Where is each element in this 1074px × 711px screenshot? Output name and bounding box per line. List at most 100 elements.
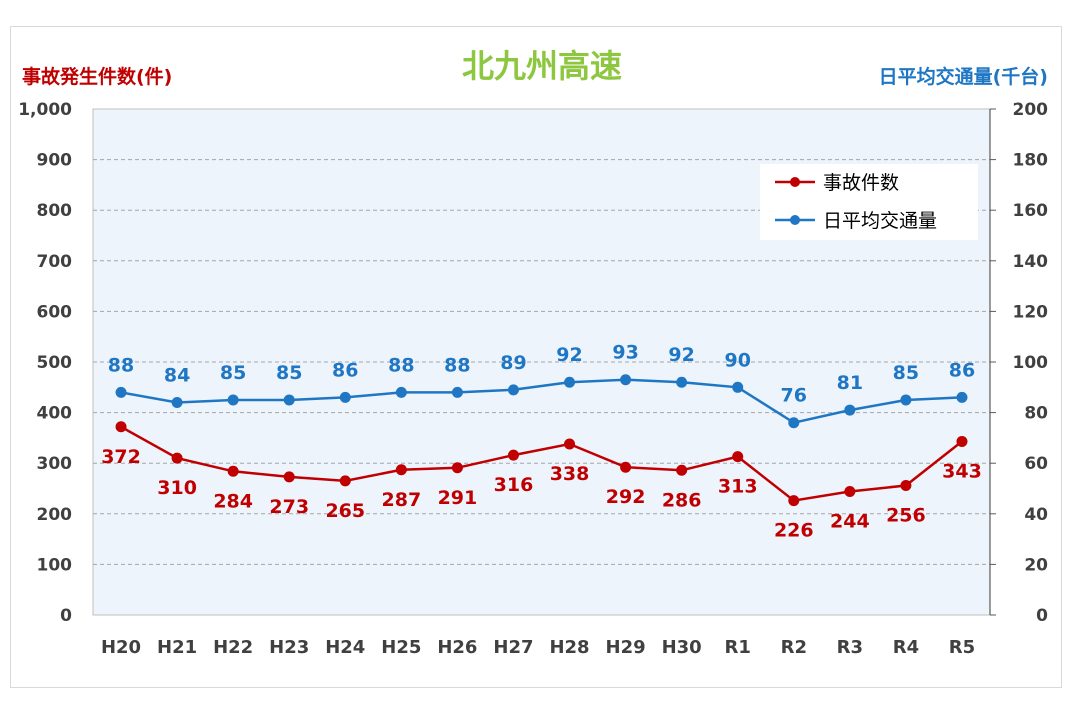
accidents-data-label: 313 <box>718 476 758 498</box>
series-points <box>115 374 968 507</box>
category-label: H24 <box>325 637 365 658</box>
left-tick-label: 900 <box>37 151 73 171</box>
accidents-data-label: 273 <box>269 496 309 518</box>
legend-marker-accidents <box>790 177 800 187</box>
traffic-data-label: 88 <box>388 354 414 376</box>
category-label: H26 <box>437 637 477 658</box>
right-axis-ticks: 0 20 40 60 80 100 120 140 160 180 200 <box>989 100 1049 626</box>
left-axis-title: 事故発生件数(件) <box>22 65 172 88</box>
traffic-data-label: 86 <box>949 359 975 381</box>
accidents-data-label: 372 <box>101 446 141 468</box>
traffic-data-label: 88 <box>444 354 470 376</box>
traffic-point <box>900 394 912 406</box>
right-tick-label: 120 <box>1013 302 1049 322</box>
accidents-data-label: 287 <box>382 489 422 511</box>
traffic-point <box>507 384 519 396</box>
category-label: H30 <box>662 637 702 658</box>
accidents-data-label: 310 <box>157 477 197 499</box>
traffic-point <box>395 386 407 398</box>
right-tick-label: 0 <box>1036 606 1048 626</box>
category-label: R4 <box>893 637 919 658</box>
traffic-data-label: 92 <box>668 344 694 366</box>
x-axis-categories: H20 H21 H22 H23 H24 H25 H26 H27 H28 H29 H30 R1 R2 R3 R… <box>101 637 975 658</box>
accidents-line <box>120 425 963 502</box>
accidents-data-label: 286 <box>662 489 702 511</box>
accidents-point <box>788 495 800 507</box>
accidents-data-label: 292 <box>606 486 646 508</box>
left-axis-ticks: 0 100 200 300 400 500 600 700 800 900 1,000 <box>18 100 72 626</box>
accidents-point <box>732 451 744 463</box>
traffic-data-label: 84 <box>164 364 190 386</box>
traffic-data-label: 85 <box>893 362 919 384</box>
category-label: R3 <box>837 637 863 658</box>
right-tick-label: 20 <box>1024 555 1048 575</box>
traffic-point <box>171 396 183 408</box>
accidents-point <box>115 421 127 433</box>
chart-title: 北九州高速 <box>462 47 622 85</box>
traffic-point <box>788 417 800 429</box>
left-tick-label: 800 <box>37 201 73 221</box>
left-tick-label: 700 <box>37 252 73 272</box>
traffic-point <box>115 386 127 398</box>
traffic-data-label: 86 <box>332 359 358 381</box>
traffic-point <box>283 394 295 406</box>
accidents-point <box>451 462 463 474</box>
category-label: H28 <box>549 637 589 658</box>
accidents-data-label: 226 <box>774 520 814 542</box>
category-label: R2 <box>781 637 807 658</box>
right-tick-label: 100 <box>1013 353 1049 373</box>
legend-box <box>760 164 978 240</box>
category-label: R5 <box>949 637 975 658</box>
traffic-point <box>620 374 632 386</box>
legend-label-traffic: 日平均交通量 <box>823 210 937 232</box>
legend: 事故件数 日平均交通量 <box>760 164 978 240</box>
accidents-point <box>956 435 968 447</box>
gridlines <box>93 159 990 565</box>
category-label: H22 <box>213 637 253 658</box>
right-tick-label: 140 <box>1013 252 1049 272</box>
traffic-data-label: 89 <box>500 352 526 374</box>
category-label: H20 <box>101 637 141 658</box>
category-label: R1 <box>725 637 751 658</box>
accidents-point <box>507 449 519 461</box>
accidents-data-label: 284 <box>213 490 253 512</box>
right-tick-label: 160 <box>1013 201 1049 221</box>
traffic-data-label: 92 <box>556 344 582 366</box>
category-label: H25 <box>381 637 421 658</box>
traffic-point <box>564 376 576 388</box>
accidents-point <box>620 461 632 473</box>
right-tick-label: 200 <box>1013 100 1049 120</box>
traffic-point <box>956 391 968 403</box>
right-tick-label: 180 <box>1013 151 1049 171</box>
category-label: H27 <box>493 637 533 658</box>
traffic-data-label: 93 <box>612 342 638 364</box>
traffic-point <box>844 404 856 416</box>
legend-marker-traffic <box>790 215 800 225</box>
traffic-data-label: 90 <box>724 349 750 371</box>
traffic-point <box>451 386 463 398</box>
traffic-point <box>227 394 239 406</box>
accidents-data-label: 343 <box>942 460 982 482</box>
left-tick-label: 300 <box>37 454 73 474</box>
category-label: H23 <box>269 637 309 658</box>
right-axis-title: 日平均交通量(千台) <box>879 65 1048 88</box>
accidents-point <box>227 465 239 477</box>
left-tick-label: 1,000 <box>18 100 72 120</box>
traffic-data-label: 76 <box>781 385 807 407</box>
left-tick-label: 200 <box>37 505 73 525</box>
left-tick-label: 100 <box>37 555 73 575</box>
left-tick-label: 500 <box>37 353 73 373</box>
left-tick-label: 600 <box>37 302 73 322</box>
right-tick-label: 40 <box>1024 505 1048 525</box>
accidents-data-label: 316 <box>494 474 534 496</box>
accidents-point <box>395 464 407 476</box>
accidents-data-label: 265 <box>325 500 365 522</box>
series-lines <box>120 378 963 502</box>
traffic-data-label: 85 <box>220 362 246 384</box>
accidents-point <box>564 438 576 450</box>
accidents-point <box>283 471 295 483</box>
right-tick-label: 80 <box>1024 404 1048 424</box>
traffic-point <box>339 391 351 403</box>
left-tick-label: 0 <box>60 606 72 626</box>
